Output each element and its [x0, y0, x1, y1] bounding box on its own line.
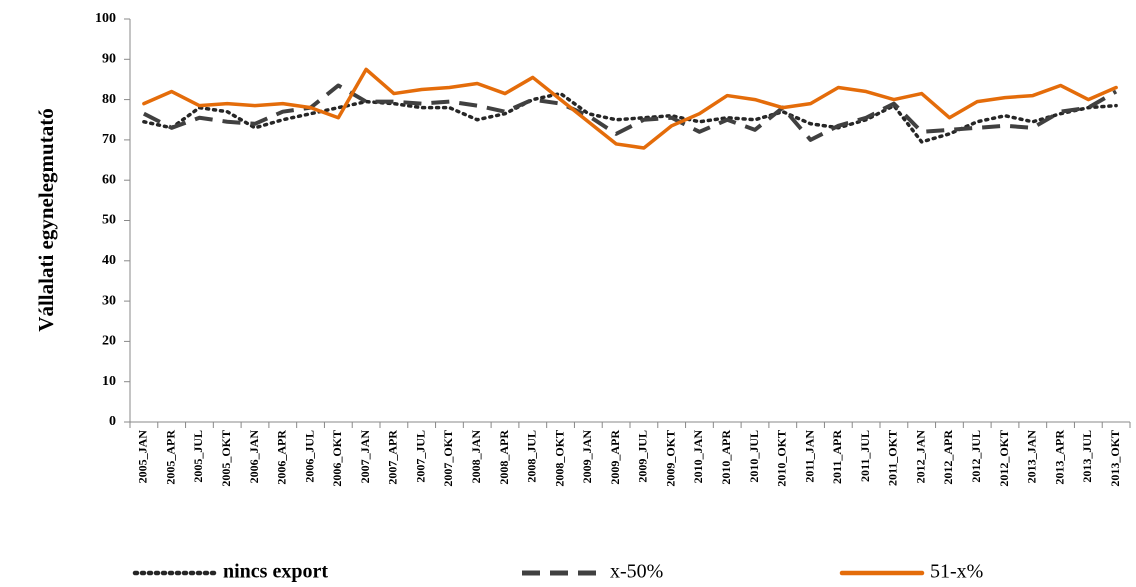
x-tick-label: 2013_APR — [1052, 430, 1066, 485]
x-tick-label: 2007_OKT — [441, 430, 455, 487]
y-tick-label: 30 — [102, 293, 116, 308]
series-line — [142, 91, 1118, 144]
x-tick-label: 2008_OKT — [552, 430, 566, 487]
y-tick-label: 40 — [102, 253, 116, 268]
y-tick-label: 100 — [95, 11, 116, 26]
x-tick-label: 2013_OKT — [1108, 430, 1122, 487]
x-tick-label: 2011_JAN — [802, 430, 816, 483]
y-tick-label: 60 — [102, 172, 116, 187]
x-tick-label: 2005_JAN — [136, 430, 150, 484]
x-tick-label: 2011_JUL — [858, 430, 872, 482]
y-axis-title: Vállalati egynelegmutató — [34, 108, 58, 331]
x-tick-label: 2012_JAN — [913, 430, 927, 484]
x-tick-label: 2007_JAN — [358, 430, 372, 484]
x-tick-label: 2009_OKT — [663, 430, 677, 487]
y-tick-label: 10 — [102, 374, 116, 389]
x-tick-label: 2009_JUL — [636, 430, 650, 483]
x-tick-label: 2013_JUL — [1080, 430, 1094, 483]
x-tick-label: 2007_JUL — [413, 430, 427, 483]
x-tick-label: 2008_JAN — [469, 430, 483, 484]
x-tick-label: 2010_JAN — [691, 430, 705, 484]
x-tick-label: 2005_JUL — [191, 430, 205, 483]
x-tick-label: 2010_JUL — [747, 430, 761, 483]
series-line — [142, 67, 1118, 150]
x-tick-label: 2006_OKT — [330, 430, 344, 487]
x-tick-label: 2012_APR — [941, 430, 955, 485]
y-tick-label: 80 — [102, 92, 116, 107]
x-tick-label: 2013_JAN — [1025, 430, 1039, 484]
x-tick-label: 2006_JUL — [302, 430, 316, 483]
x-tick-label: 2012_OKT — [997, 430, 1011, 487]
x-tick-label: 2005_APR — [163, 430, 177, 485]
y-tick-label: 0 — [109, 414, 116, 429]
x-tick-label: 2009_JAN — [580, 430, 594, 484]
y-tick-label: 70 — [102, 132, 116, 147]
legend-label: nincs export — [223, 561, 328, 583]
x-tick-label: 2010_APR — [719, 430, 733, 485]
y-tick-label: 20 — [102, 334, 116, 349]
x-tick-label: 2008_JUL — [525, 430, 539, 483]
x-tick-label: 2012_JUL — [969, 430, 983, 483]
y-tick-label: 50 — [102, 213, 116, 228]
x-tick-label: 2009_APR — [608, 430, 622, 485]
x-tick-label: 2007_APR — [386, 430, 400, 485]
x-tick-label: 2011_APR — [830, 430, 844, 484]
series-line — [142, 83, 1118, 142]
x-tick-label: 2008_APR — [497, 430, 511, 485]
x-tick-label: 2006_JAN — [247, 430, 261, 484]
x-tick-label: 2006_APR — [275, 430, 289, 485]
legend-label: x-50% — [610, 561, 663, 583]
x-tick-label: 2011_OKT — [886, 430, 900, 486]
x-tick-label: 2010_OKT — [775, 430, 789, 487]
x-tick-label: 2005_OKT — [219, 430, 233, 487]
legend-label: 51-x% — [930, 561, 983, 583]
y-tick-label: 90 — [102, 52, 116, 67]
